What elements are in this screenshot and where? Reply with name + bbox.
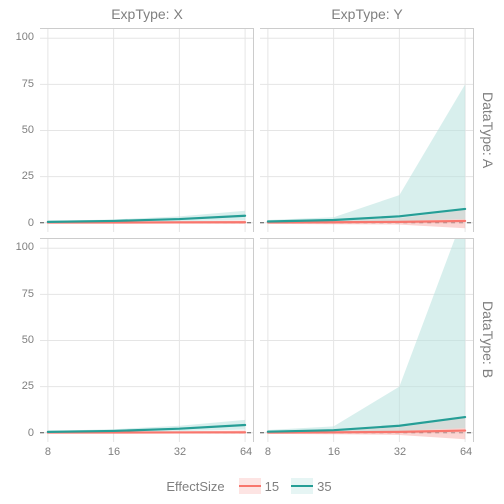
panel-Y-B (260, 238, 474, 442)
row-title-A: DataType: A (480, 28, 496, 232)
panel-X-B (40, 238, 254, 442)
legend-item-35: 35 (291, 478, 331, 494)
x-tick: 8 (265, 446, 271, 458)
x-tick: 64 (460, 446, 472, 458)
legend-label: 15 (265, 479, 279, 494)
col-title-Y: ExpType: Y (260, 6, 474, 22)
ribbon-35 (268, 239, 465, 433)
y-tick: 75 (0, 78, 34, 90)
x-tick: 8 (45, 446, 51, 458)
legend: EffectSize 15 35 (0, 476, 504, 496)
legend-item-15: 15 (239, 478, 279, 494)
legend-title: EffectSize (166, 479, 224, 494)
y-tick: 50 (0, 334, 34, 346)
y-tick: 25 (0, 380, 34, 392)
panel-X-A (40, 28, 254, 232)
ribbon-35 (268, 84, 465, 222)
y-tick: 75 (0, 288, 34, 300)
y-tick: 0 (0, 427, 34, 439)
x-tick: 32 (394, 446, 406, 458)
x-tick: 64 (240, 446, 252, 458)
row-title-B: DataType: B (480, 238, 496, 442)
x-tick: 16 (108, 446, 120, 458)
y-tick: 50 (0, 124, 34, 136)
x-tick: 32 (174, 446, 186, 458)
y-tick: 25 (0, 170, 34, 182)
legend-label: 35 (317, 479, 331, 494)
x-tick: 16 (328, 446, 340, 458)
y-tick: 0 (0, 217, 34, 229)
panel-Y-A (260, 28, 474, 232)
col-title-X: ExpType: X (40, 6, 254, 22)
y-tick: 100 (0, 31, 34, 43)
y-tick: 100 (0, 241, 34, 253)
